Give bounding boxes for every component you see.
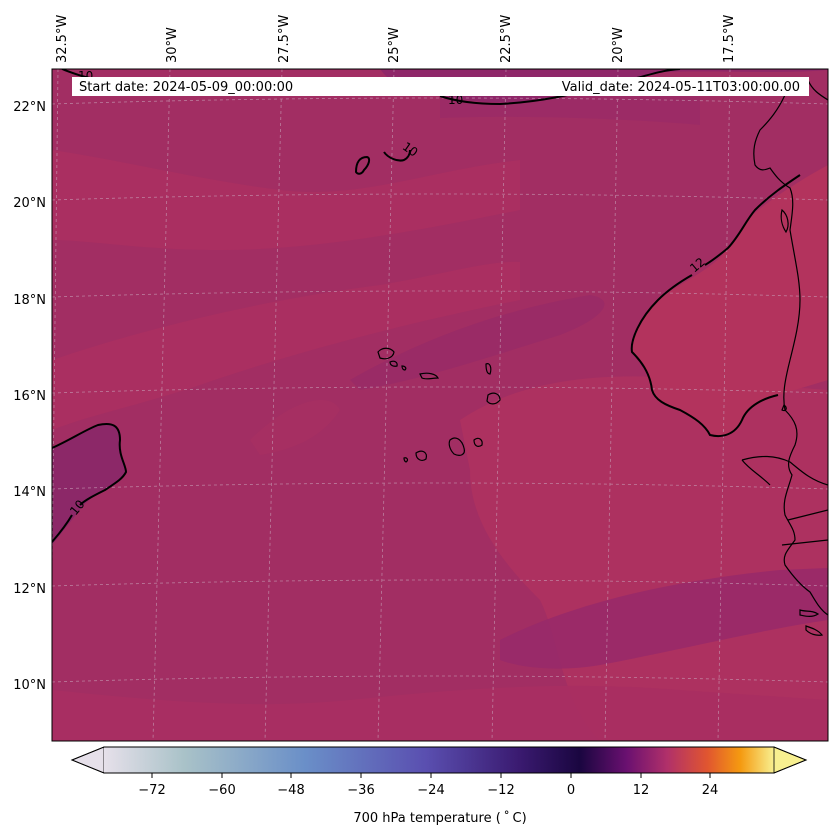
- contour-10-west: [52, 422, 128, 506]
- lat-label: 12°N: [13, 582, 46, 597]
- island: [448, 437, 465, 456]
- island: [473, 437, 483, 447]
- warm-band: [52, 685, 828, 741]
- colorbar-extend-left: [70, 746, 105, 774]
- contour-12-africa: [704, 174, 801, 266]
- lon-label: 22.5°W: [499, 15, 514, 63]
- island: [377, 347, 395, 360]
- colorbar-tick-label: −60: [208, 783, 235, 798]
- warm-region: [460, 376, 828, 741]
- island: [415, 450, 427, 461]
- warm-band: [52, 261, 520, 430]
- africa-coast-inner: [805, 625, 824, 636]
- contour-10-small: [383, 149, 411, 162]
- graticule: [52, 69, 828, 741]
- island: [403, 457, 409, 463]
- contour-10-west-tail: [52, 514, 73, 543]
- island: [389, 360, 398, 367]
- cool-band: [350, 295, 605, 390]
- lat-label: 20°N: [13, 196, 46, 211]
- lon-label: 32.5°W: [55, 15, 70, 63]
- contour-label: 10: [448, 93, 463, 107]
- colorbar-outline: [70, 746, 808, 774]
- colorbar-tick-label: 12: [633, 783, 650, 798]
- warm-band: [52, 150, 520, 250]
- colorbar-body: [104, 747, 774, 773]
- contour-12-africa-lower: [630, 274, 779, 438]
- valid-date-label: Valid_date: 2024-05-11T03:00:00.00: [562, 80, 800, 95]
- island: [401, 365, 407, 371]
- colorbar: −72 −60 −48 −36 −24 −12 0 12 24 700 hPa …: [70, 746, 808, 826]
- island: [485, 363, 492, 375]
- coastlines: [377, 79, 828, 636]
- colorbar-tick-label: −36: [347, 783, 374, 798]
- cool-region-west: [52, 423, 126, 545]
- africa-coast-inner: [799, 609, 820, 617]
- map-panel: 10 10 10 10 12: [51, 68, 829, 742]
- lat-label: 14°N: [13, 485, 46, 500]
- africa-border: [781, 539, 828, 546]
- island: [419, 372, 439, 380]
- warm-region-africa: [631, 165, 828, 437]
- africa-border: [741, 455, 828, 486]
- lat-label: 22°N: [13, 100, 46, 115]
- longitude-labels: 32.5°W 30°W 27.5°W 25°W 22.5°W 20°W 17.5…: [55, 15, 737, 63]
- africa-border: [787, 509, 828, 521]
- map-border: [51, 68, 829, 742]
- africa-border: [741, 459, 771, 486]
- africa-coast-inner: [780, 208, 789, 234]
- lat-label: 18°N: [13, 293, 46, 308]
- contour-10-small-closed: [354, 155, 371, 175]
- start-date-label: Start date: 2024-05-09_00:00:00: [79, 80, 293, 95]
- cool-band: [500, 568, 828, 669]
- latitude-labels: 22°N 20°N 18°N 16°N 14°N 12°N 10°N: [13, 100, 46, 693]
- lon-label: 20°W: [611, 27, 626, 63]
- lon-label: 17.5°W: [722, 15, 737, 63]
- lat-label: 10°N: [13, 678, 46, 693]
- island: [486, 392, 501, 405]
- africa-coast-inner: [781, 404, 787, 412]
- colorbar-tick-label: −72: [138, 783, 165, 798]
- lon-label: 25°W: [387, 27, 402, 63]
- colorbar-tick-label: 24: [702, 783, 719, 798]
- lon-label: 30°W: [165, 27, 180, 63]
- colorbar-ticks: [151, 773, 711, 778]
- colorbar-extend-right: [773, 746, 808, 774]
- contour-10-north: [439, 69, 681, 106]
- colorbar-tick-label: −12: [487, 783, 514, 798]
- africa-coast: [753, 79, 828, 616]
- colorbar-tick-label: −48: [277, 783, 304, 798]
- colorbar-tick-label: 0: [567, 783, 575, 798]
- lat-label: 16°N: [13, 389, 46, 404]
- lon-label: 27.5°W: [277, 15, 292, 63]
- info-box: Start date: 2024-05-09_00:00:00 Valid_da…: [72, 77, 809, 96]
- colorbar-label: 700 hPa temperature ( ˚ C): [353, 810, 526, 826]
- colorbar-tick-label: −24: [417, 783, 444, 798]
